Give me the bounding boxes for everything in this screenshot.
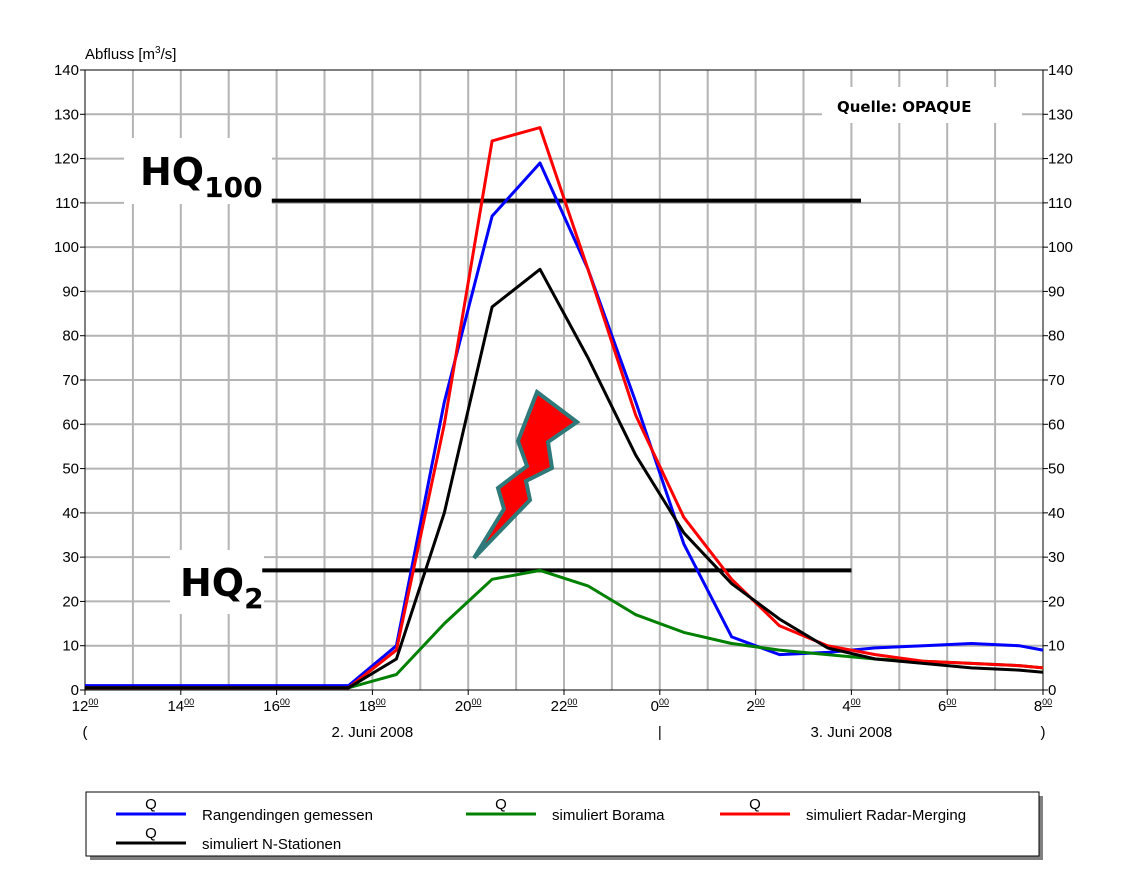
hq100-label: HQ100: [140, 150, 263, 204]
y-tick-label-right: 90: [1048, 283, 1065, 300]
hq2-label: HQ2: [180, 561, 264, 615]
y-tick-label-right: 80: [1048, 328, 1065, 345]
threshold-lines: [262, 198, 861, 573]
y-tick-label-right: 0: [1048, 682, 1056, 699]
x-date-label: ): [1041, 724, 1046, 741]
y-tick-label-left: 50: [62, 461, 79, 478]
y-tick-label-left: 120: [54, 151, 79, 168]
x-tick-label: 2200: [551, 697, 578, 715]
y-tick-label-right: 60: [1048, 416, 1065, 433]
y-tick-label-left: 30: [62, 549, 79, 566]
y-tick-label-right: 110: [1048, 195, 1072, 212]
legend-tag: Q: [145, 825, 157, 842]
y-tick-label-left: 70: [62, 372, 79, 389]
x-tick-label: 400: [842, 697, 860, 715]
x-date-label: |: [658, 724, 662, 741]
series-lines: [85, 126, 1044, 690]
x-date-label: 3. Juni 2008: [811, 724, 893, 741]
y-tick-label-left: 100: [54, 239, 79, 256]
x-tick-label: 2000: [455, 697, 482, 715]
x-tick-label: 600: [938, 697, 956, 715]
x-tick-label: 1200: [72, 697, 99, 715]
lightning-icon: [472, 388, 581, 560]
series-line-2: [85, 126, 1044, 690]
legend-label: simuliert Borama: [552, 807, 665, 824]
y-tick-label-left: 130: [54, 106, 79, 123]
hq100-label-bg: [124, 138, 272, 204]
x-tick-label: 1800: [359, 697, 386, 715]
y-tick-label-left: 60: [62, 416, 79, 433]
y-tick-label-left: 10: [62, 638, 79, 655]
legend-tag: Q: [145, 796, 157, 813]
source-label: Quelle: OPAQUE: [837, 98, 971, 116]
legend-tag: Q: [749, 796, 761, 813]
x-tick-label: 200: [746, 697, 764, 715]
y-tick-label-right: 40: [1048, 505, 1065, 522]
legend-label: Rangendingen gemessen: [202, 807, 373, 824]
y-tick-label-right: 10: [1048, 638, 1065, 655]
y-tick-label-left: 140: [54, 62, 79, 79]
x-tick-label: 1400: [167, 697, 194, 715]
source-label-bg: [822, 87, 1022, 123]
x-date-label: 2. Juni 2008: [332, 724, 414, 741]
y-tick-label-right: 50: [1048, 461, 1065, 478]
x-tick-label: 000: [651, 697, 669, 715]
y-tick-label-left: 110: [55, 195, 79, 212]
y-tick-label-right: 20: [1048, 593, 1065, 610]
legend-tag: Q: [495, 796, 507, 813]
series-line-3: [85, 267, 1044, 690]
y-axis-title: Abfluss [m3/s]: [85, 45, 176, 63]
y-tick-label-right: 70: [1048, 372, 1065, 389]
y-tick-label-left: 40: [62, 505, 79, 522]
legend-label: simuliert Radar-Merging: [806, 807, 966, 824]
y-tick-label-left: 90: [62, 283, 79, 300]
y-tick-label-right: 120: [1048, 151, 1073, 168]
x-tick-label: 1600: [263, 697, 290, 715]
x-axis-ticks: 1200 1400 1600 1800 2000 2200 000 200 400 600 800 (…: [72, 690, 1052, 741]
y-tick-label-right: 130: [1048, 106, 1073, 123]
y-tick-label-left: 80: [62, 328, 79, 345]
hq2-label-bg: [170, 550, 264, 614]
series-line-0: [85, 161, 1044, 688]
y-tick-label-right: 30: [1048, 549, 1065, 566]
y-tick-label-right: 140: [1048, 62, 1073, 79]
y-tick-label-left: 20: [62, 593, 79, 610]
x-date-label: (: [83, 724, 88, 741]
y-tick-label-left: 0: [71, 682, 79, 699]
y-axis-ticks: 0 0 10 10 20 20 30 30 40 40 50 50 60 60 70 70 80 80 90 90 10…: [54, 62, 1073, 699]
legend-label: simuliert N-Stationen: [202, 836, 341, 853]
x-tick-label: 800: [1034, 697, 1052, 715]
y-tick-label-right: 100: [1048, 239, 1073, 256]
